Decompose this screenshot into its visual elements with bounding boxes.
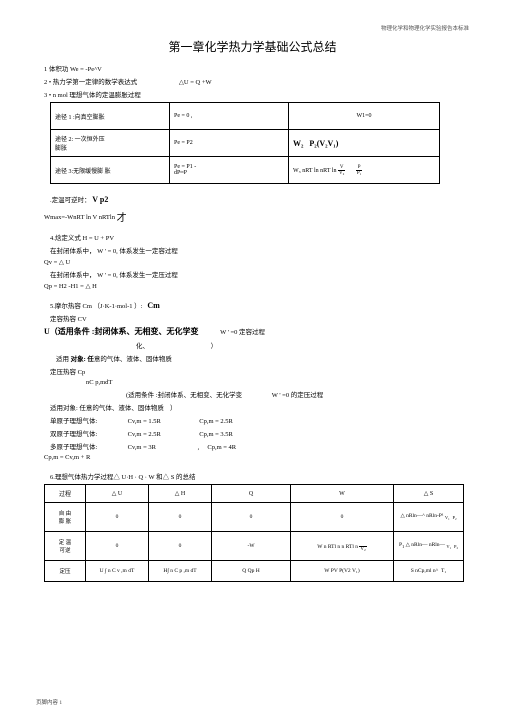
s5-cp: 定压热容 Cp xyxy=(50,366,469,376)
s6-h: 6.理想气体热力学过程△ U·H · Q · W 和△ S 的总结 xyxy=(50,471,469,481)
t3r2c6: P1 △ nRln— nRln— V₁ P₂ xyxy=(394,532,464,561)
s5-ub-text: 化、 xyxy=(136,343,149,350)
t1r1c2: Pe = 0 , xyxy=(170,103,289,130)
t3r1c2: 0 xyxy=(86,503,149,532)
s5r2c: Cp,m = 3.5R xyxy=(199,431,233,438)
s5-row2: 双原子理想气体: Cv,m = 2.5R Cp,m = 3.5R xyxy=(50,428,469,438)
s5r1b: Cv,m = 1.5R xyxy=(128,418,198,425)
s5-rel: Cp,m = Cv,m + R xyxy=(44,454,469,461)
s5r1c: Cp,m = 2.5R xyxy=(199,418,233,425)
t3r2c6-t: △ nRln— nRln— xyxy=(406,542,445,548)
s5-m: 适用 对象: 任意的气体、液体、固体物质 xyxy=(56,353,469,363)
table-3: 过程 △ U △ H Q W △ S 自 由 膨 胀 0 0 0 0 △ nRl… xyxy=(44,484,464,582)
footer: 页脚内容 1 xyxy=(36,698,62,706)
t3h1: 过程 xyxy=(45,485,86,503)
sec2-line1: .定温可逆时： V p2 xyxy=(50,194,469,204)
t3r3c4: Q Qp H xyxy=(212,561,291,582)
s5-cv: 定容热容 CV xyxy=(50,313,469,323)
t1r2c2: Pe = P2 xyxy=(170,130,289,157)
t3r2c5: W n RTl n n RTl n V₂ xyxy=(291,532,394,561)
l2-a: 2 • 热力学第一定律的数学表达式 xyxy=(44,79,137,86)
s5-cond-a: (适用条件 :封闭体系、无相变、无化学变 xyxy=(126,392,242,399)
sec2c: Wmax=-WnRT ln V nRTln xyxy=(44,214,115,221)
t1r2c3b: P₂(V₂V₁) xyxy=(309,139,338,148)
t1r3c3-text: W₃ nRT ln nRT ln xyxy=(293,167,337,173)
s5r3c: Cp,m = 4R xyxy=(207,444,236,451)
t3r3c5: W PV P(V2 V₁) xyxy=(291,561,394,582)
s5-int: nC p,mdT xyxy=(86,379,469,386)
sec2b: V p2 xyxy=(92,195,108,204)
t1r3c2: Pe = P1 - dP≈P xyxy=(170,157,289,184)
sec2a: .定温可逆时： xyxy=(50,197,91,204)
s4-l1: 在封闭体系中， W ' = 0, 体系发生一定容过程 xyxy=(50,245,469,255)
s5-u: U（适用条件 :封闭体系、无相变、无化学变 W ' =0 定容过程 xyxy=(44,326,469,337)
t1r3c3: W₃ nRT ln nRT ln VV₂ PP₁ xyxy=(289,157,440,184)
t3h2: △ U xyxy=(86,485,149,503)
t3r2c2: 0 xyxy=(86,532,149,561)
t3h5: W xyxy=(291,485,394,503)
s5-h: 5.摩尔热容 Cm （J·K-1·mol-1 ）: Cm xyxy=(50,300,469,310)
t1r1c1: 途径 1 :向真空膨胀 xyxy=(51,103,170,130)
t3r2c1: 定 温 可逆 xyxy=(45,532,86,561)
t3r1c4: 0 xyxy=(212,503,291,532)
l2-b: △U = Q +W xyxy=(179,79,212,86)
s5r3b: Cv,m = 3R xyxy=(128,444,198,451)
s5r2b: Cv,m = 2.5R xyxy=(128,431,198,438)
s5-obj: 适用对象: 任意的气体、液体、固体物质） xyxy=(50,402,469,412)
t1r1c3: W1=0 xyxy=(289,103,440,130)
header-right: 物理化学和物理化学实验报告本标准 xyxy=(36,24,469,32)
s4-l4: Qp = H2 -H1 = △ H xyxy=(44,282,469,290)
t1r3c1: 途径 3:无限缓慢膨 胀 xyxy=(51,157,170,184)
t3r3c3: H∫ n C p ,m dT xyxy=(149,561,212,582)
t3r2c3: 0 xyxy=(149,532,212,561)
t3h3: △ H xyxy=(149,485,212,503)
s5-uc2: ） xyxy=(211,343,218,350)
s5-u-text: U（适用条件 :封闭体系、无相变、无化学变 xyxy=(44,327,198,336)
s5-row1: 单原子理想气体: Cv,m = 1.5R Cp,m = 2.5R xyxy=(50,415,469,425)
t3h6: △ S xyxy=(394,485,464,503)
s5-uc: W ' =0 定容过程 xyxy=(220,329,265,336)
t3r1c6-t: △ nRln—^ nRln-P¹ xyxy=(400,513,443,519)
script-char: 才 xyxy=(117,209,127,224)
s5r2a: 双原子理想气体: xyxy=(50,428,126,438)
t3h4: Q xyxy=(212,485,291,503)
t1r2c3: W₂ P₂(V₂V₁) xyxy=(289,130,440,157)
t3r2c4: -W xyxy=(212,532,291,561)
t3r1c5: 0 xyxy=(291,503,394,532)
t1r2c3a: W₂ xyxy=(293,139,303,148)
line-2: 2 • 热力学第一定律的数学表达式 △U = Q +W xyxy=(44,76,469,86)
t3r1c3: 0 xyxy=(149,503,212,532)
s5-cond: (适用条件 :封闭体系、无相变、无化学变 W ' =0 的定压过程 xyxy=(126,389,469,399)
line-1: 1 体积功 We = -Pe^V xyxy=(44,63,469,73)
t3r2c5-t: W n RTl n n RTl n xyxy=(317,543,358,549)
s4-l3: 在封闭体系中， W ' = 0, 体系发生一定压过程 xyxy=(50,269,469,279)
table-1: 途径 1 :向真空膨胀 Pe = 0 , W1=0 途径 2: 一次恒外压 膨胀… xyxy=(50,102,440,184)
s4-h: 4.焓定义式 H = U + PV xyxy=(50,232,469,242)
t3r3c6: S nCp,ml n^ T₁ xyxy=(394,561,464,582)
page-title: 第一章化学热力学基础公式总结 xyxy=(36,38,469,55)
t3r3c2: U ∫ n C v ,m dT xyxy=(86,561,149,582)
s5-cm: Cm xyxy=(147,301,159,310)
t3r1c1: 自 由 膨 胀 xyxy=(45,503,86,532)
s5r1a: 单原子理想气体: xyxy=(50,415,126,425)
t3r1c6: △ nRln—^ nRln-P¹ V₁ P₂ xyxy=(394,503,464,532)
line-3: 3 • n mol 理想气体的定温膨胀过程 xyxy=(44,89,469,99)
sec2-line2: Wmax=-WnRT ln V nRTln 才 xyxy=(44,207,469,222)
t1r2c1: 途径 2: 一次恒外压 膨胀 xyxy=(51,130,170,157)
s5-ub: 化、 ） xyxy=(136,340,469,350)
s5r3a: 多原子理想气体: xyxy=(50,441,126,451)
t3r3c6-t: S nCp,ml n^ xyxy=(411,568,439,574)
s5-h-text: 5.摩尔热容 Cm （J·K-1·mol-1 ）: xyxy=(50,303,142,310)
s4-l2: Qv = △ U xyxy=(44,258,469,266)
t3r3c1: 定压 xyxy=(45,561,86,582)
s5-row3: 多原子理想气体: Cv,m = 3R, Cp,m = 4R xyxy=(50,441,469,451)
s5-cond-b: W ' =0 的定压过程 xyxy=(272,392,323,399)
